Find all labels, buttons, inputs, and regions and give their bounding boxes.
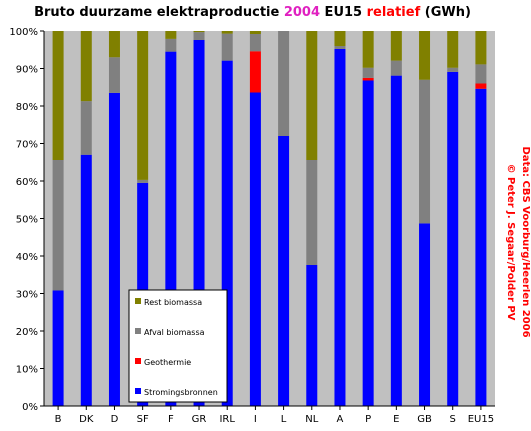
rest-biomassa-segment <box>193 31 205 33</box>
x-tick-label: NL <box>305 414 318 425</box>
x-tick-label: P <box>365 414 371 425</box>
x-tick-label: EU15 <box>468 414 494 425</box>
rest-biomassa-segment <box>165 31 177 39</box>
afval-biomassa-segment <box>419 79 431 224</box>
afval-biomassa-segment <box>193 32 205 40</box>
stromingsbronnen-segment <box>193 40 205 406</box>
credit-line: Data: CBS Voorburg/Heerlen 2006 <box>520 146 530 337</box>
rest-biomassa-segment <box>306 31 318 160</box>
y-tick-label: 50% <box>16 215 38 226</box>
afval-biomassa-segment <box>390 60 402 76</box>
stromingsbronnen-segment <box>447 71 459 406</box>
y-tick-label: 40% <box>16 252 38 263</box>
legend-swatch <box>135 388 141 394</box>
stromingsbronnen-segment <box>165 51 177 406</box>
legend-label: Rest biomassa <box>144 298 202 307</box>
rest-biomassa-segment <box>249 31 261 34</box>
afval-biomassa-segment <box>165 38 177 52</box>
x-tick-label: GR <box>192 414 207 425</box>
x-tick-label: E <box>393 414 399 425</box>
stromingsbronnen-segment <box>108 92 120 406</box>
legend-label: Stromingsbronnen <box>144 388 218 397</box>
y-tick-label: 20% <box>16 327 38 338</box>
x-tick-label: L <box>281 414 287 425</box>
legend-swatch <box>135 358 141 364</box>
afval-biomassa-segment <box>475 64 487 84</box>
stromingsbronnen-segment <box>390 75 402 406</box>
afval-biomassa-segment <box>249 34 261 52</box>
chart-title: Bruto duurzame elektraproductie 2004 EU1… <box>34 5 471 20</box>
x-tick-label: A <box>337 414 344 425</box>
afval-biomassa-segment <box>278 31 290 136</box>
geothermie-segment <box>249 51 261 93</box>
legend-label: Afval biomassa <box>144 328 205 337</box>
legend-box <box>128 289 228 403</box>
stromingsbronnen-segment <box>249 92 261 406</box>
rest-biomassa-segment <box>362 31 374 68</box>
rest-biomassa-segment <box>419 31 431 80</box>
y-tick-label: 30% <box>16 290 38 301</box>
stromingsbronnen-segment <box>475 88 487 406</box>
legend: Rest biomassa Afval biomassa Geothermie Str… <box>128 289 228 403</box>
x-tick-label: F <box>168 414 174 425</box>
credit-line: © Peter J. Segaar/Polder PV <box>505 164 516 321</box>
rest-biomassa-segment <box>221 31 233 34</box>
afval-biomassa-segment <box>221 33 233 61</box>
rest-biomassa-segment <box>447 31 459 68</box>
x-tick-label: B <box>55 414 62 425</box>
legend-swatch <box>135 328 141 334</box>
stromingsbronnen-segment <box>334 49 346 406</box>
x-tick-label: I <box>254 414 257 425</box>
afval-biomassa-segment <box>108 57 120 93</box>
stromingsbronnen-segment <box>419 223 431 406</box>
y-tick-label: 0% <box>22 402 38 413</box>
rest-biomassa-segment <box>334 31 346 46</box>
x-tick-label: IRL <box>219 414 235 425</box>
stromingsbronnen-segment <box>221 60 233 406</box>
y-tick-label: 70% <box>16 140 38 151</box>
rest-biomassa-segment <box>475 31 487 65</box>
afval-biomassa-segment <box>334 46 346 49</box>
afval-biomassa-segment <box>52 160 64 291</box>
x-tick-label: D <box>111 414 119 425</box>
x-tick-label: GB <box>417 414 432 425</box>
y-tick-label: 90% <box>16 65 38 76</box>
afval-biomassa-segment <box>447 67 459 72</box>
y-tick-label: 10% <box>16 365 38 376</box>
rest-biomassa-segment <box>390 31 402 61</box>
y-tick-label: 80% <box>16 102 38 113</box>
legend-label: Geothermie <box>144 358 191 367</box>
afval-biomassa-segment <box>137 179 149 183</box>
legend-swatch <box>135 298 141 304</box>
x-tick-label: DK <box>79 414 94 425</box>
geothermie-segment <box>475 83 487 89</box>
stromingsbronnen-segment <box>278 136 290 406</box>
stromingsbronnen-segment <box>52 290 64 406</box>
afval-biomassa-segment <box>80 101 92 155</box>
rest-biomassa-segment <box>137 31 149 180</box>
rest-biomassa-segment <box>108 31 120 58</box>
x-tick-label: S <box>450 414 456 425</box>
credit-text: © Peter J. Segaar/Polder PV Data: CBS Voo… <box>505 146 530 337</box>
stromingsbronnen-segment <box>362 80 374 406</box>
y-tick-label: 60% <box>16 177 38 188</box>
geothermie-segment <box>362 77 374 81</box>
rest-biomassa-segment <box>52 31 64 160</box>
y-tick-label: 100% <box>9 27 38 38</box>
rest-biomassa-segment <box>80 31 92 102</box>
stromingsbronnen-segment <box>306 265 318 406</box>
stromingsbronnen-segment <box>80 154 92 406</box>
x-tick-label: SF <box>137 414 149 425</box>
afval-biomassa-segment <box>306 160 318 265</box>
afval-biomassa-segment <box>362 67 374 78</box>
